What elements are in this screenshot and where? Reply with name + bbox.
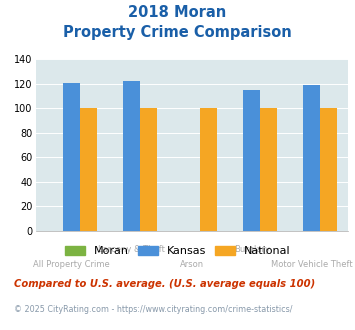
- Text: © 2025 CityRating.com - https://www.cityrating.com/crime-statistics/: © 2025 CityRating.com - https://www.city…: [14, 305, 293, 314]
- Text: Larceny & Theft: Larceny & Theft: [98, 245, 165, 254]
- Bar: [80, 109, 97, 231]
- Text: Compared to U.S. average. (U.S. average equals 100): Compared to U.S. average. (U.S. average …: [14, 279, 316, 289]
- Bar: [140, 109, 157, 231]
- Bar: [244, 90, 260, 231]
- Text: Property Crime Comparison: Property Crime Comparison: [63, 25, 292, 40]
- Text: All Property Crime: All Property Crime: [33, 260, 110, 269]
- Bar: [63, 83, 80, 231]
- Bar: [320, 109, 337, 231]
- Text: Arson: Arson: [180, 260, 204, 269]
- Text: Motor Vehicle Theft: Motor Vehicle Theft: [271, 260, 353, 269]
- Text: 2018 Moran: 2018 Moran: [129, 5, 226, 20]
- Text: Burglary: Burglary: [234, 245, 270, 254]
- Bar: [200, 109, 217, 231]
- Bar: [260, 109, 277, 231]
- Bar: [123, 82, 140, 231]
- Legend: Moran, Kansas, National: Moran, Kansas, National: [60, 242, 295, 261]
- Bar: [304, 85, 320, 231]
